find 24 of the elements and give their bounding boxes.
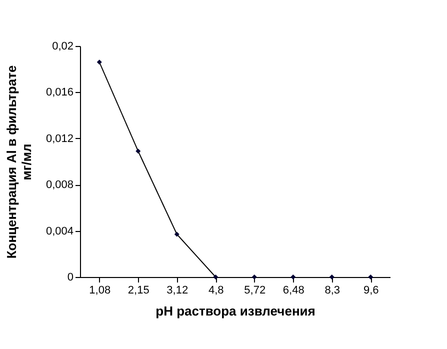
point <box>174 232 180 237</box>
y-tick-label: 0,012 <box>46 132 74 145</box>
x-tick-label: 4,8 <box>208 284 224 296</box>
y-tick-label: 0,004 <box>46 225 74 238</box>
y-tick-label: 0,02 <box>52 40 74 52</box>
x-tick-label: 9,6 <box>363 284 379 296</box>
point <box>213 274 218 280</box>
point <box>329 274 334 280</box>
point <box>136 148 141 154</box>
x-axis-title: pH раствора извлечения <box>156 304 316 318</box>
point <box>96 60 102 65</box>
point <box>368 274 374 280</box>
x-tick-label: 6,48 <box>282 284 304 296</box>
x-tick-label: 3,12 <box>166 284 188 296</box>
x-tick-label: 8,3 <box>324 284 340 296</box>
y-tick-label: 0 <box>67 272 74 284</box>
x-tick-label: 5,72 <box>244 284 266 296</box>
point <box>290 274 296 280</box>
y-tick-label: 0,008 <box>46 179 74 192</box>
x-tick-label: 2,15 <box>128 284 150 296</box>
x-tick-label: 1,08 <box>89 284 111 296</box>
y-tick-label: 0,016 <box>46 86 74 99</box>
point <box>252 274 257 280</box>
y-axis-title: Концентрация Al в фильтрате мг/мл <box>4 65 34 259</box>
